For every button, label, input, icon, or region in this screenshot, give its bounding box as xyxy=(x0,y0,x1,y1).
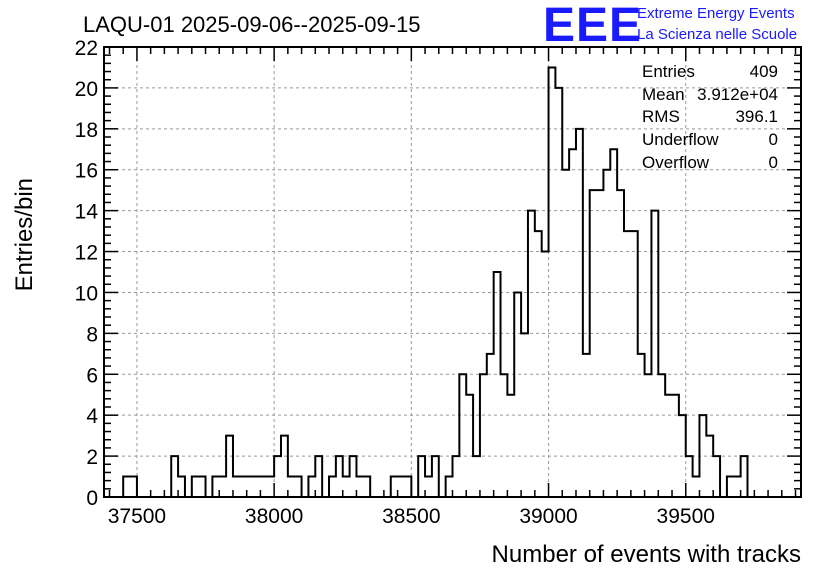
plot-frame xyxy=(103,46,802,498)
stats-value-mean: 3.912e+04 xyxy=(697,85,778,104)
y-tick-label: 8 xyxy=(86,323,98,346)
y-axis-label: Entries/bin xyxy=(11,178,38,291)
y-tick-label: 16 xyxy=(75,160,98,183)
eee-branding: EEE Extreme Energy Events La Scienza nel… xyxy=(543,0,797,52)
x-tick-label: 38000 xyxy=(245,505,303,528)
stats-label-rms: RMS xyxy=(642,107,680,126)
y-tick-label: 12 xyxy=(75,242,98,265)
y-tick-label: 14 xyxy=(75,201,99,224)
chart-title: LAQU-01 2025-09-06--2025-09-15 xyxy=(83,12,421,37)
stats-label-entries: Entries xyxy=(642,62,695,81)
x-tick-label: 37500 xyxy=(108,505,166,528)
y-tick-label: 6 xyxy=(86,364,98,387)
axis-ticks xyxy=(104,46,801,498)
y-tick-label: 10 xyxy=(75,282,98,305)
y-tick-label: 18 xyxy=(75,119,98,142)
y-tick-label: 4 xyxy=(86,405,98,428)
x-tick-label: 38500 xyxy=(382,505,440,528)
x-axis-label: Number of events with tracks xyxy=(492,541,801,568)
y-tick-label: 0 xyxy=(86,487,98,510)
histogram-outline xyxy=(122,66,749,498)
stats-value-rms: 396.1 xyxy=(735,107,778,126)
y-tick-label: 22 xyxy=(75,37,98,60)
stats-box: Entries 409 Mean 3.912e+04 RMS 396.1 Und… xyxy=(642,62,778,172)
brand-line-2: La Scienza nelle Scuole xyxy=(637,26,797,43)
x-tick-label: 39000 xyxy=(519,505,577,528)
stats-label-mean: Mean xyxy=(642,85,685,104)
stats-label-overflow: Overflow xyxy=(642,153,710,172)
grid-lines xyxy=(104,47,801,497)
brand-line-1: Extreme Energy Events xyxy=(637,5,795,22)
y-tick-label: 20 xyxy=(75,78,98,101)
stats-label-underflow: Underflow xyxy=(642,130,719,149)
stats-value-overflow: 0 xyxy=(769,153,778,172)
y-tick-label: 2 xyxy=(86,446,98,469)
stats-value-underflow: 0 xyxy=(769,130,778,149)
tick-labels: 0 2 4 6 8 10 12 14 16 18 20 22 37500 38000 38500 39000 3… xyxy=(75,37,715,528)
eee-logo: EEE xyxy=(543,0,642,52)
x-tick-label: 39500 xyxy=(657,505,715,528)
stats-value-entries: 409 xyxy=(750,62,778,81)
